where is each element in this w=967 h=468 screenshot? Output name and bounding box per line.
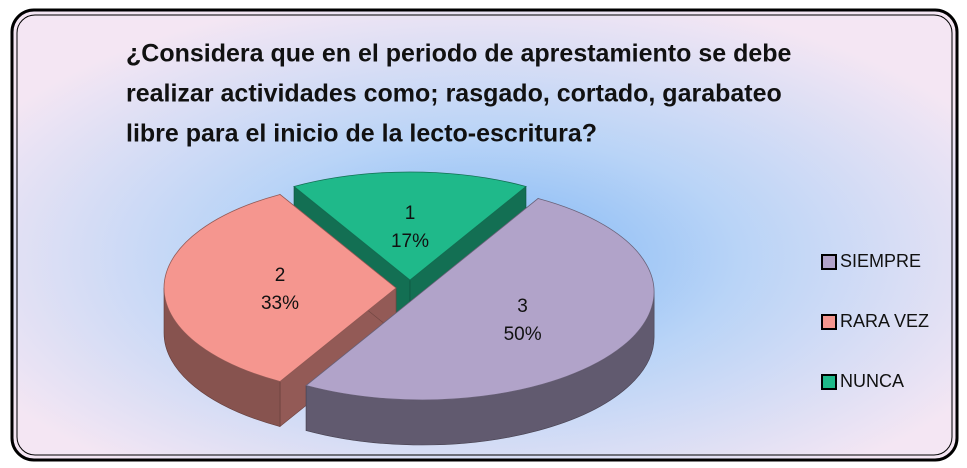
title: ¿Considera que en el periodo de aprestam… [126, 40, 792, 148]
data-label: 3 [517, 296, 528, 317]
slice-top [305, 198, 655, 401]
data-label: 2 [275, 265, 286, 286]
frame-inner [16, 14, 953, 456]
legend-swatch [821, 314, 837, 330]
data-label-percent: 33% [261, 293, 299, 314]
slice-top [163, 194, 397, 382]
legend-swatch [821, 374, 837, 390]
title-line: realizar actividades como; rasgado, cort… [126, 80, 782, 108]
slice [305, 197, 655, 446]
data-label-percent: 50% [504, 324, 542, 345]
title-line: libre para el inicio de la lecto-escritu… [126, 120, 597, 148]
legend-label: RARA VEZ [840, 311, 929, 331]
legend-label: SIEMPRE [840, 251, 921, 271]
pie: 1 17% 2 33% 3 50% [163, 171, 655, 446]
legend-swatch [821, 254, 837, 270]
data-label-percent: 17% [391, 231, 429, 252]
data-label: 1 [405, 203, 416, 224]
legend: SIEMPRE RARA VEZ NUNCA [821, 251, 929, 391]
slice-top [293, 171, 527, 281]
legend-label: NUNCA [840, 371, 904, 391]
title-line: ¿Considera que en el periodo de aprestam… [126, 40, 792, 68]
